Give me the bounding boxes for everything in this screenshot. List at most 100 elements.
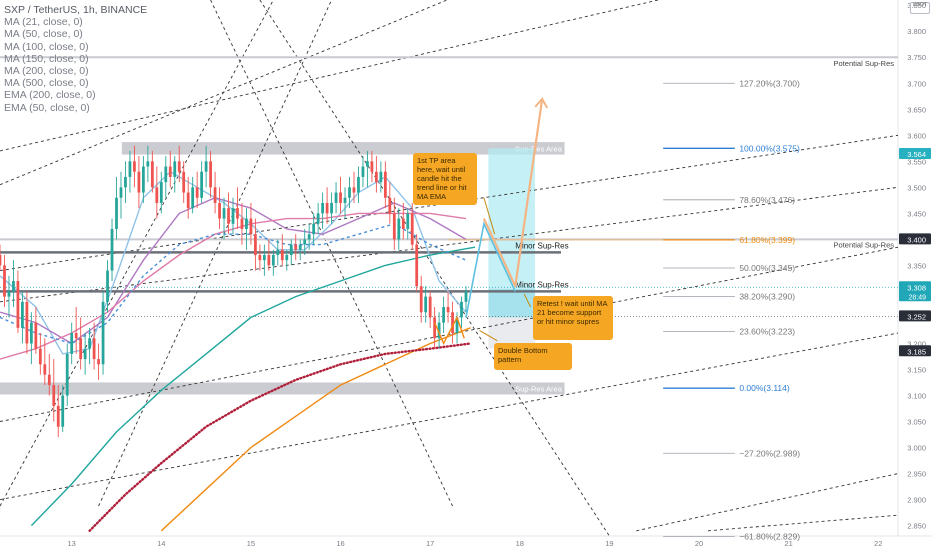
candle-20 <box>88 327 92 365</box>
sup-res-area-top-label: Sup-Res Area <box>515 144 563 153</box>
candle-body <box>289 244 293 255</box>
candle-32 <box>141 156 145 203</box>
candle-26 <box>115 176 118 240</box>
candle-54 <box>240 202 244 245</box>
legend-ma100[interactable]: MA (100, close, 0) <box>4 40 89 53</box>
annotation-double-bottom[interactable]: Double Bottom pattern <box>494 343 572 370</box>
y-tick-6: 3.550 <box>907 157 926 166</box>
candle-body <box>388 197 392 214</box>
candle-body <box>7 291 11 297</box>
candle-body <box>437 322 441 339</box>
candle-body <box>348 187 351 198</box>
candles-layer <box>0 145 468 438</box>
candle-body <box>25 301 29 344</box>
price-tag-label-4: 3.185 <box>907 347 926 356</box>
candle-49 <box>218 187 221 229</box>
price-tag-2 <box>899 281 931 302</box>
candle-13 <box>56 385 60 438</box>
annotation-retest[interactable]: Retest ! wait until MA 21 become support… <box>533 296 613 340</box>
candle-19 <box>83 333 87 375</box>
candle-36 <box>159 171 163 214</box>
candle-65 <box>289 239 293 266</box>
candle-body <box>52 385 56 406</box>
legend-ema50[interactable]: EMA (50, close, 0) <box>4 101 90 114</box>
candle-body <box>218 202 221 219</box>
candle-14 <box>61 385 65 432</box>
legend-ma200[interactable]: MA (200, close, 0) <box>4 65 89 78</box>
candle-31 <box>137 156 141 209</box>
candle-body <box>446 307 450 313</box>
legend-ma150[interactable]: MA (150, close, 0) <box>4 52 89 65</box>
candle-body <box>200 171 204 198</box>
fib-label-9: −61.80%(2.829) <box>739 532 800 542</box>
price-tag-label-1: 3.400 <box>907 235 926 244</box>
candle-body <box>236 208 239 219</box>
price-tag-0 <box>899 148 931 160</box>
price-tag-3 <box>899 310 931 322</box>
chart-title[interactable]: SXP / TetherUS, 1h, BINANCE <box>4 4 148 16</box>
candle-body <box>168 166 172 177</box>
candle-53 <box>236 187 239 229</box>
projection-retest-path <box>465 221 517 318</box>
candle-40 <box>177 145 181 183</box>
y-tick-20: 2.850 <box>907 522 926 531</box>
candle-body <box>0 254 2 266</box>
price-tags: 3.564 3.400 3.308 28:49 3.252 3.185 <box>899 148 931 357</box>
candle-89 <box>397 208 401 250</box>
candle-34 <box>150 150 154 193</box>
trendline-lower-extension <box>636 473 899 532</box>
candle-body <box>455 317 459 334</box>
candle-body <box>29 322 33 344</box>
candle-body <box>361 166 365 177</box>
candle-body <box>83 348 87 360</box>
candle-body <box>38 348 42 365</box>
legend-ma21[interactable]: MA (21, close, 0) <box>4 16 83 29</box>
time-axis: 13 14 15 16 17 18 19 20 21 22 <box>68 539 883 548</box>
candle-44 <box>195 171 199 209</box>
ma-line-4 <box>0 223 467 345</box>
candle-body <box>97 359 100 365</box>
candle-body <box>222 208 226 219</box>
candle-45 <box>200 161 204 203</box>
x-tick-4: 17 <box>426 539 434 548</box>
candle-body <box>173 161 177 177</box>
fib-label-3: 61.80%(3.399) <box>739 235 795 245</box>
legend-ma500[interactable]: MA (500, close, 0) <box>4 77 89 90</box>
y-tick-17: 3.000 <box>907 444 926 453</box>
candle-body <box>70 333 74 354</box>
candle-39 <box>173 156 177 193</box>
candle-body <box>12 281 15 292</box>
candle-76 <box>339 176 342 214</box>
candle-body <box>424 296 428 313</box>
legend-ma50[interactable]: MA (50, close, 0) <box>4 28 83 41</box>
trendline-lower-channel <box>0 186 899 303</box>
y-tick-8: 3.450 <box>907 209 926 218</box>
fib-label-0: 127.20%(3.700) <box>739 78 800 88</box>
currency-badge[interactable]: USDT <box>910 2 930 14</box>
candle-body <box>115 197 118 229</box>
candle-body <box>106 270 109 302</box>
candle-18 <box>79 317 83 370</box>
candle-91 <box>406 208 410 240</box>
x-tick-5: 18 <box>516 539 524 548</box>
candle-body <box>433 317 437 339</box>
candle-body <box>460 301 463 318</box>
candle-body <box>110 228 114 271</box>
candle-body <box>298 244 302 250</box>
y-tick-18: 2.950 <box>907 470 926 479</box>
annotation-tp-area[interactable]: 1st TP area here, wait until candle hit … <box>413 153 477 205</box>
candle-35 <box>155 166 159 219</box>
candle-103 <box>460 296 463 328</box>
candle-100 <box>446 291 450 323</box>
legend-ema200[interactable]: EMA (200, close, 0) <box>4 89 96 102</box>
candle-63 <box>280 234 284 266</box>
candle-body <box>370 161 374 172</box>
annotation-retest-text: Retest ! wait until MA 21 become support… <box>537 299 608 326</box>
candle-51 <box>227 192 230 235</box>
candle-body <box>258 254 262 261</box>
indicator-legend: SXP / TetherUS, 1h, BINANCE MA (21, clos… <box>4 4 147 114</box>
candle-28 <box>124 161 127 203</box>
x-tick-0: 13 <box>68 539 76 548</box>
candle-25 <box>110 218 114 282</box>
